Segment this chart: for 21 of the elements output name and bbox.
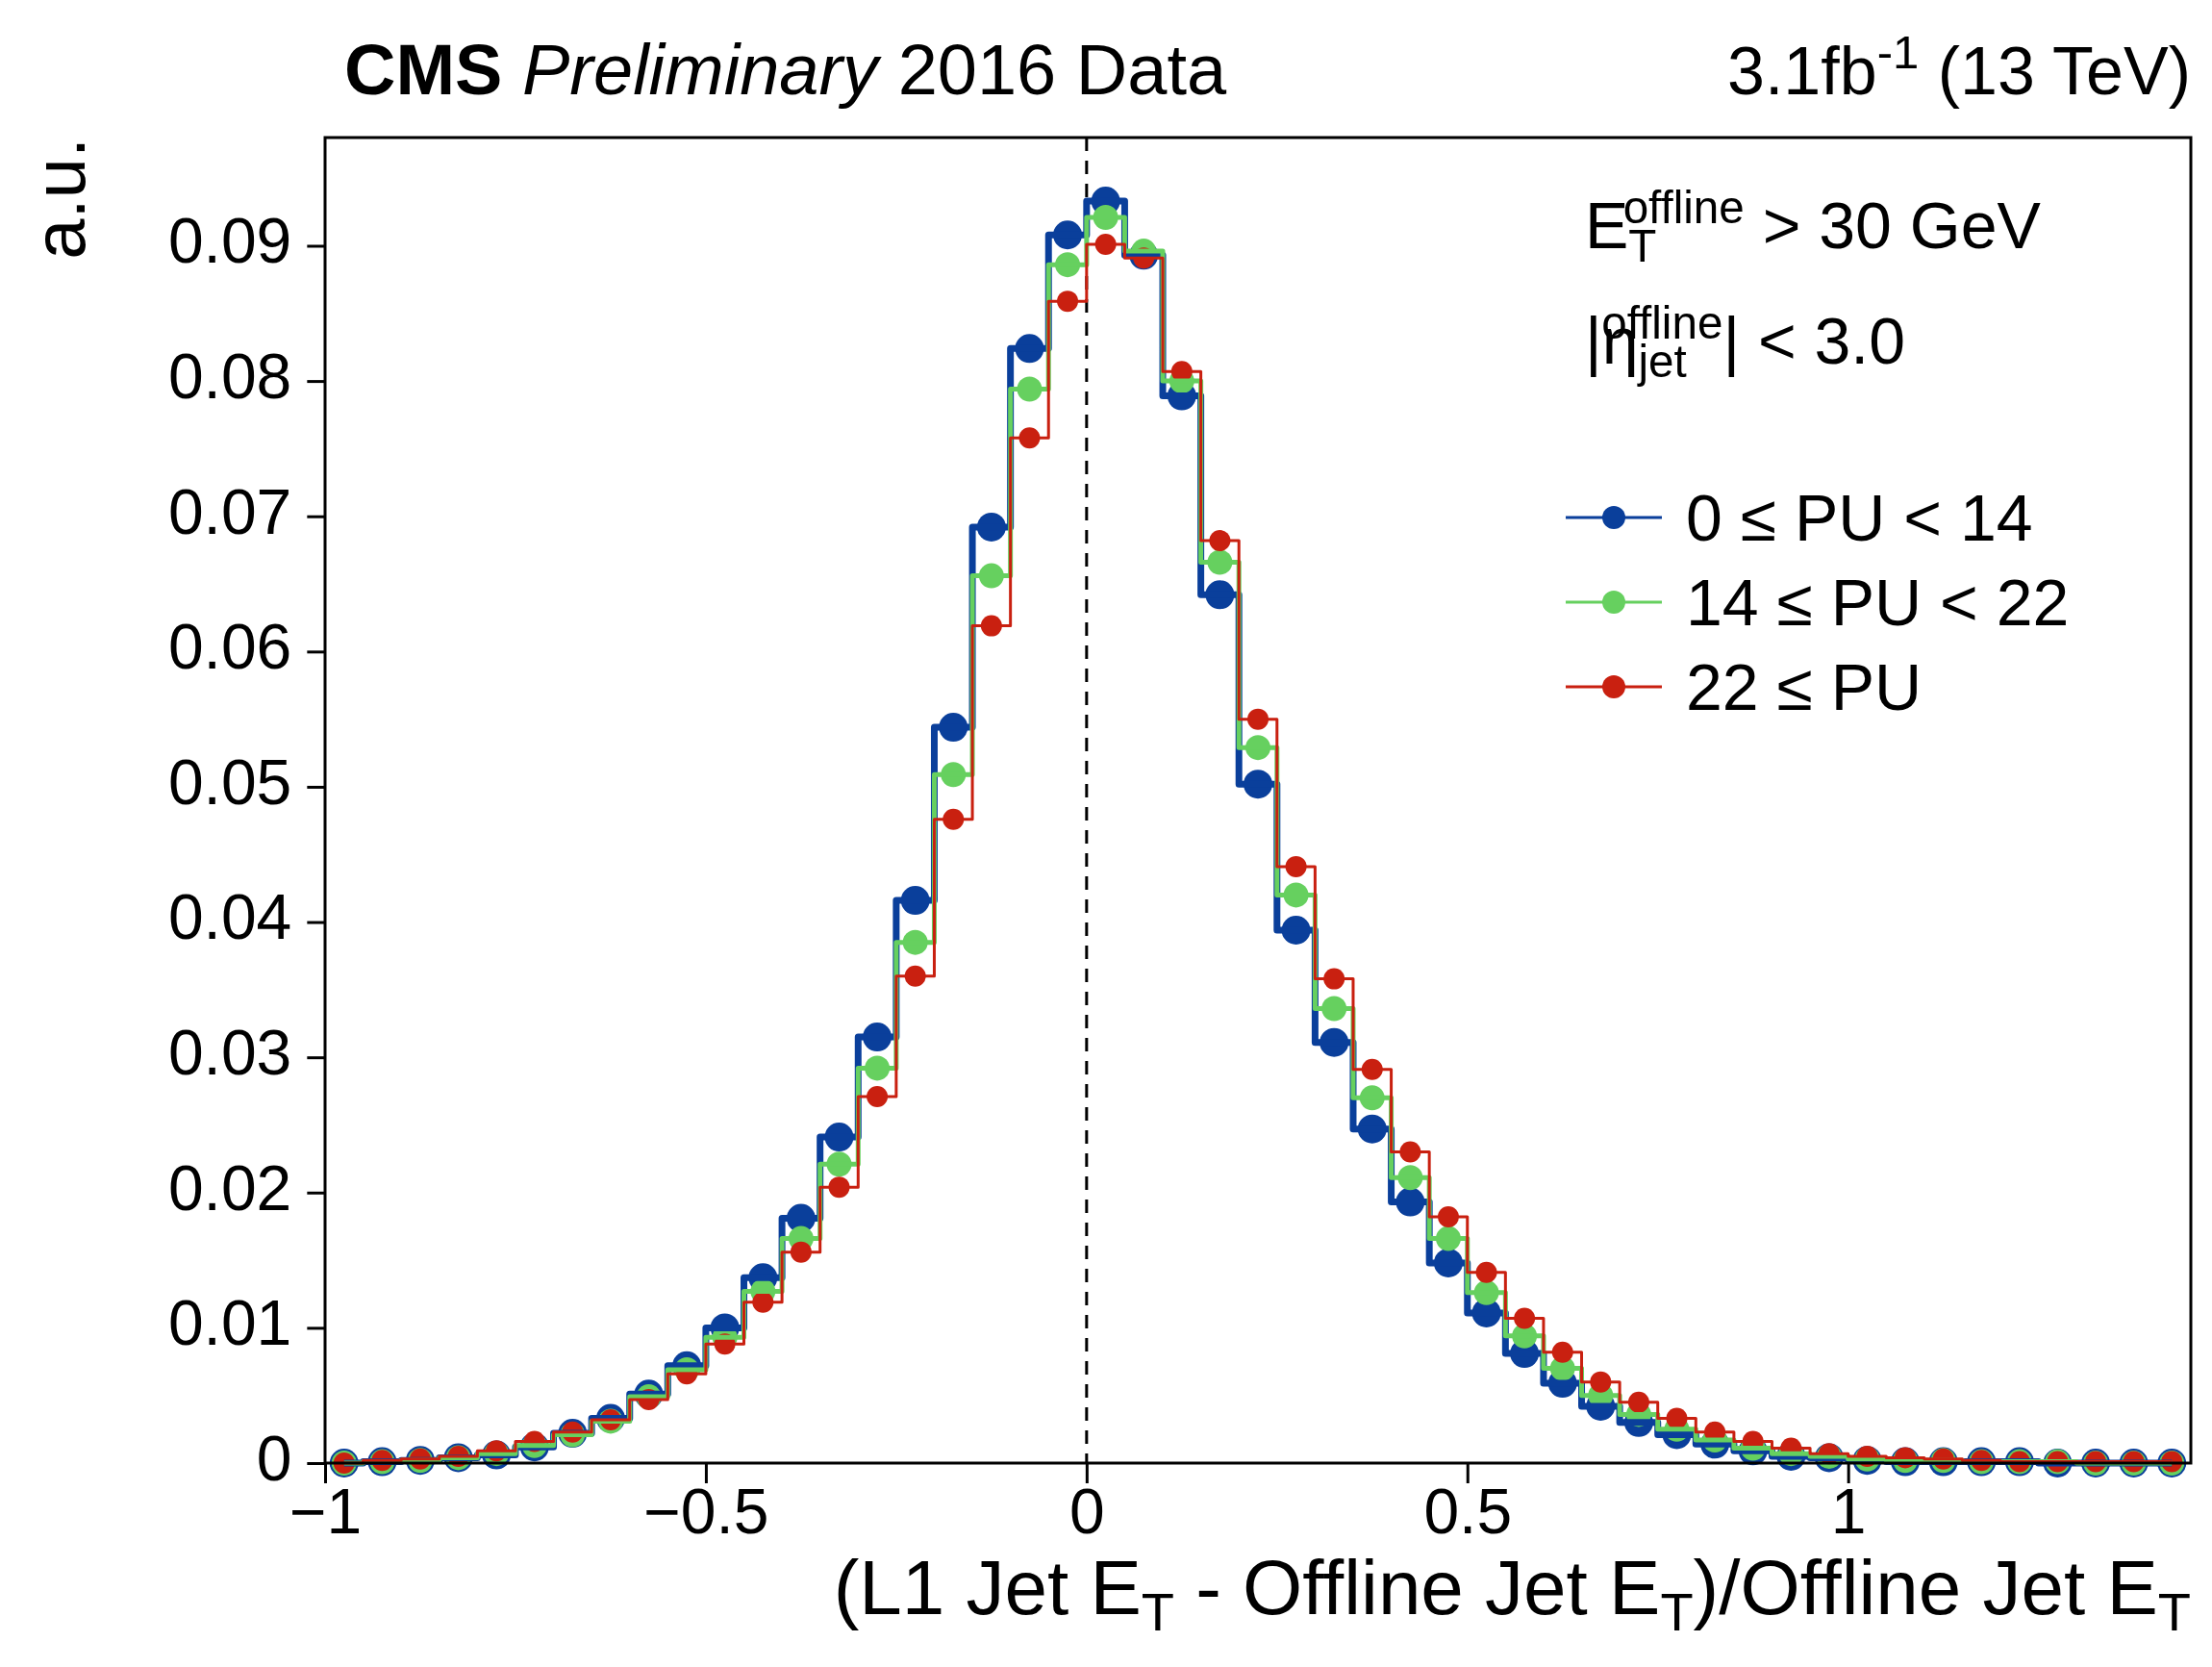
y-tick-label: 0.01 — [167, 1287, 292, 1359]
y-tick-label: 0.03 — [167, 1017, 292, 1089]
x-tick-label: −0.5 — [643, 1476, 769, 1548]
y-tick-label: 0.04 — [167, 881, 292, 953]
legend-label: 14 ≤ PU < 22 — [1686, 566, 2070, 639]
y-tick-label: 0.05 — [167, 745, 292, 818]
y-tick-label: 0.07 — [167, 475, 292, 547]
legend-label: 22 ≤ PU — [1686, 650, 1923, 723]
chart-title: CMS Preliminary 2016 Data — [344, 30, 1227, 110]
legend-label: 0 ≤ PU < 14 — [1686, 481, 2033, 554]
x-tick-label: 0 — [1068, 1476, 1105, 1548]
x-axis-title: (L1 Jet E$_{T}$ - Offline Jet E$_{T}$)/Offline Jet E$_{T}$ — [833, 1545, 2191, 1642]
y-tick-label: 0.08 — [167, 341, 292, 413]
annotation: E$_{T}$$^{offline}$ > 30 GeV — [1585, 181, 2042, 272]
y-tick-label: 0.09 — [167, 205, 292, 277]
y-tick-label: 0.06 — [167, 611, 292, 683]
y-tick-label: 0.02 — [167, 1151, 292, 1224]
y-axis-title: a.u. — [18, 138, 100, 260]
x-tick-label: 1 — [1830, 1476, 1867, 1548]
x-tick-label: 0.5 — [1423, 1476, 1513, 1548]
chart-subtitle: 3.1fb$^{-1}$ (13 TeV) — [1726, 26, 2191, 109]
